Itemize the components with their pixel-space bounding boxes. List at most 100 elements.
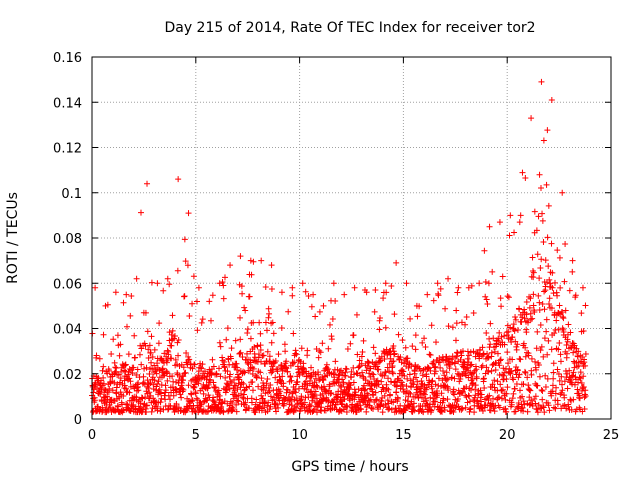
- data-point: [534, 409, 541, 416]
- data-point: [334, 399, 341, 406]
- data-point: [158, 395, 165, 402]
- data-point: [146, 371, 153, 378]
- data-point: [249, 370, 256, 377]
- data-point: [564, 385, 571, 392]
- data-point: [539, 396, 546, 403]
- data-point: [566, 367, 573, 374]
- data-point: [226, 385, 233, 392]
- data-point: [106, 367, 113, 374]
- data-point: [151, 377, 158, 384]
- data-point: [256, 319, 263, 326]
- data-point: [324, 396, 331, 403]
- data-point: [223, 336, 230, 343]
- data-point: [559, 381, 566, 388]
- data-point: [430, 358, 437, 365]
- data-point: [290, 330, 297, 337]
- data-point: [361, 393, 368, 400]
- data-point: [424, 364, 431, 371]
- data-point: [454, 350, 461, 357]
- data-point: [381, 350, 388, 357]
- data-point: [266, 388, 273, 395]
- data-point: [498, 333, 505, 340]
- data-point: [207, 377, 214, 384]
- data-point: [539, 300, 546, 307]
- data-point: [569, 381, 576, 388]
- data-point: [275, 404, 282, 411]
- data-point: [437, 364, 444, 371]
- data-point: [429, 377, 436, 384]
- y-tick-label: 0.02: [53, 368, 82, 383]
- data-point: [521, 401, 528, 408]
- data-point: [389, 369, 396, 376]
- data-point: [224, 368, 231, 375]
- data-point: [111, 379, 118, 386]
- data-point: [540, 353, 547, 360]
- data-point: [570, 358, 577, 365]
- data-point: [145, 346, 152, 353]
- data-point: [181, 370, 188, 377]
- data-point: [344, 403, 351, 410]
- data-point: [164, 406, 171, 413]
- data-point: [403, 280, 410, 287]
- data-point: [246, 405, 253, 412]
- data-point: [189, 397, 196, 404]
- data-point: [344, 345, 351, 352]
- data-point: [325, 345, 332, 352]
- data-point: [534, 251, 541, 258]
- data-point: [237, 253, 244, 260]
- data-point: [468, 361, 475, 368]
- data-point: [181, 236, 188, 243]
- data-point: [154, 280, 161, 287]
- data-point: [451, 391, 458, 398]
- data-point: [476, 280, 483, 287]
- data-point: [356, 357, 363, 364]
- data-point: [248, 399, 255, 406]
- data-point: [406, 371, 413, 378]
- data-point: [559, 313, 566, 320]
- data-point: [298, 345, 305, 352]
- data-point: [255, 383, 262, 390]
- data-point: [198, 319, 205, 326]
- data-point: [467, 349, 474, 356]
- data-point: [372, 350, 379, 357]
- data-point: [525, 352, 532, 359]
- data-point: [240, 368, 247, 375]
- data-point: [339, 376, 346, 383]
- data-point: [549, 284, 556, 291]
- data-point: [254, 343, 261, 350]
- data-point: [155, 378, 162, 385]
- data-point: [489, 381, 496, 388]
- data-point: [381, 355, 388, 362]
- data-point: [544, 234, 551, 241]
- data-point: [404, 375, 411, 382]
- data-point: [550, 360, 557, 367]
- data-point: [147, 349, 154, 356]
- data-point: [198, 365, 205, 372]
- data-point: [497, 295, 504, 302]
- data-point: [569, 257, 576, 264]
- data-point: [576, 374, 583, 381]
- data-point: [561, 394, 568, 401]
- data-point: [280, 380, 287, 387]
- data-point: [428, 407, 435, 414]
- data-point: [526, 394, 533, 401]
- data-point: [286, 389, 293, 396]
- data-point: [423, 384, 430, 391]
- data-point: [395, 331, 402, 338]
- data-point: [509, 334, 516, 341]
- data-point: [525, 382, 532, 389]
- data-point: [496, 404, 503, 411]
- data-point: [580, 383, 587, 390]
- data-point: [537, 321, 544, 328]
- data-point: [438, 390, 445, 397]
- data-point: [580, 327, 587, 334]
- data-point: [531, 308, 538, 315]
- data-point: [511, 385, 518, 392]
- data-point: [316, 308, 323, 315]
- data-point: [275, 351, 282, 358]
- data-point: [277, 388, 284, 395]
- data-point: [168, 342, 175, 349]
- data-point: [267, 381, 274, 388]
- data-point: [326, 383, 333, 390]
- data-point: [504, 349, 511, 356]
